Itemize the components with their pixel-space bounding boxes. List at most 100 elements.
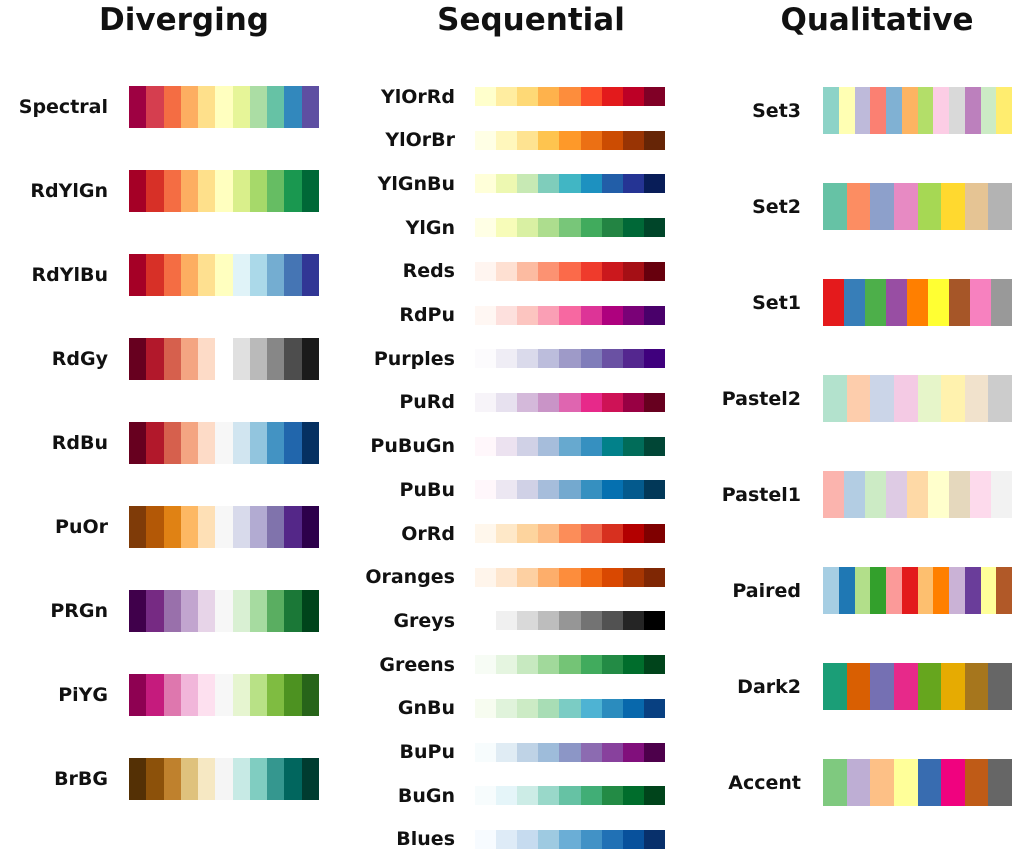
qualitative-title: Qualitative xyxy=(780,2,974,38)
color-swatch xyxy=(991,471,1012,518)
color-swatch xyxy=(496,130,518,150)
color-swatch xyxy=(163,170,181,212)
color-swatch xyxy=(129,590,147,632)
palette-label: Purples xyxy=(373,347,455,370)
color-swatch xyxy=(163,338,181,380)
palette-swatch-bar-gnbu xyxy=(475,698,665,718)
color-swatch xyxy=(517,392,539,412)
color-swatch xyxy=(601,130,623,150)
diverging-title: Diverging xyxy=(99,2,269,38)
color-swatch xyxy=(301,674,319,716)
palette-label: Oranges xyxy=(365,566,455,589)
palette-swatch-bar-ylorbr xyxy=(475,130,665,150)
color-swatch xyxy=(249,254,268,296)
palette-label: RdBu xyxy=(51,432,108,454)
color-swatch xyxy=(622,218,644,238)
color-swatch xyxy=(475,349,497,369)
color-swatch xyxy=(622,349,644,369)
color-swatch xyxy=(601,174,623,194)
palette-swatch-bar-dark2 xyxy=(823,663,1012,710)
color-swatch xyxy=(980,567,997,614)
color-swatch xyxy=(301,254,319,296)
color-swatch xyxy=(893,759,918,806)
color-swatch xyxy=(129,674,147,716)
color-swatch xyxy=(917,567,934,614)
color-swatch xyxy=(180,254,199,296)
color-swatch xyxy=(180,170,199,212)
color-swatch xyxy=(643,742,665,762)
color-swatch xyxy=(198,674,216,716)
color-swatch xyxy=(643,786,665,806)
color-swatch xyxy=(601,786,623,806)
color-swatch xyxy=(496,349,518,369)
color-swatch xyxy=(870,375,894,422)
color-swatch xyxy=(870,87,886,134)
palette-label: Pastel2 xyxy=(721,387,801,410)
color-swatch xyxy=(284,422,302,464)
color-swatch xyxy=(249,758,268,800)
color-swatch xyxy=(844,279,865,326)
color-swatch xyxy=(129,170,147,212)
palette-swatch-bar-rdylbu xyxy=(129,254,319,296)
color-swatch xyxy=(517,436,539,456)
color-swatch xyxy=(870,663,894,710)
palette-swatch-bar-paired xyxy=(823,567,1012,614)
palette-label: PuOr xyxy=(55,516,108,538)
color-swatch xyxy=(215,338,233,380)
color-swatch xyxy=(146,338,164,380)
color-swatch xyxy=(846,759,871,806)
color-swatch xyxy=(232,422,250,464)
color-swatch xyxy=(559,87,581,106)
color-swatch xyxy=(643,174,665,194)
color-swatch xyxy=(622,829,644,849)
color-swatch xyxy=(601,524,623,543)
color-swatch xyxy=(267,506,285,548)
color-swatch xyxy=(180,338,199,380)
color-swatch xyxy=(517,174,539,194)
palette-swatch-bar-brbg xyxy=(129,758,319,800)
color-swatch xyxy=(622,655,644,675)
color-swatch xyxy=(559,655,581,675)
color-swatch xyxy=(517,611,539,631)
color-swatch xyxy=(580,392,602,412)
palette-label: BrBG xyxy=(54,768,108,790)
palette-label: PuRd xyxy=(399,391,455,414)
palette-swatch-bar-piyg xyxy=(129,674,319,716)
color-swatch xyxy=(215,590,233,632)
color-swatch xyxy=(580,567,602,587)
palette-swatch-bar-rdpu xyxy=(475,305,665,325)
color-swatch xyxy=(854,87,871,134)
color-swatch xyxy=(823,471,844,518)
color-swatch xyxy=(475,305,497,325)
color-swatch xyxy=(580,786,602,806)
palette-swatch-bar-puor xyxy=(129,506,319,548)
color-swatch xyxy=(643,611,665,631)
palette-label: PiYG xyxy=(58,684,108,706)
color-swatch xyxy=(538,655,560,675)
palette-label: YlGnBu xyxy=(377,172,455,195)
color-swatch xyxy=(232,170,250,212)
color-swatch xyxy=(517,349,539,369)
color-swatch xyxy=(823,663,847,710)
palette-swatch-bar-reds xyxy=(475,261,665,281)
color-swatch xyxy=(284,506,302,548)
palette-swatch-bar-oranges xyxy=(475,567,665,587)
color-swatch xyxy=(163,674,181,716)
color-swatch xyxy=(163,758,181,800)
palette-label: RdGy xyxy=(51,348,108,370)
color-swatch xyxy=(823,279,844,326)
color-swatch xyxy=(284,86,302,128)
palette-label: Dark2 xyxy=(737,675,801,698)
palette-label: PuBuGn xyxy=(370,435,455,458)
color-swatch xyxy=(475,698,497,718)
color-swatch xyxy=(267,338,285,380)
palette-swatch-bar-greys xyxy=(475,611,665,631)
color-swatch xyxy=(949,567,965,614)
color-swatch xyxy=(129,506,147,548)
color-swatch xyxy=(475,174,497,194)
color-swatch xyxy=(601,218,623,238)
palette-label: RdYlBu xyxy=(31,264,108,286)
color-swatch xyxy=(622,87,644,106)
palette-swatch-bar-pastel2 xyxy=(823,375,1012,422)
color-swatch xyxy=(180,674,199,716)
